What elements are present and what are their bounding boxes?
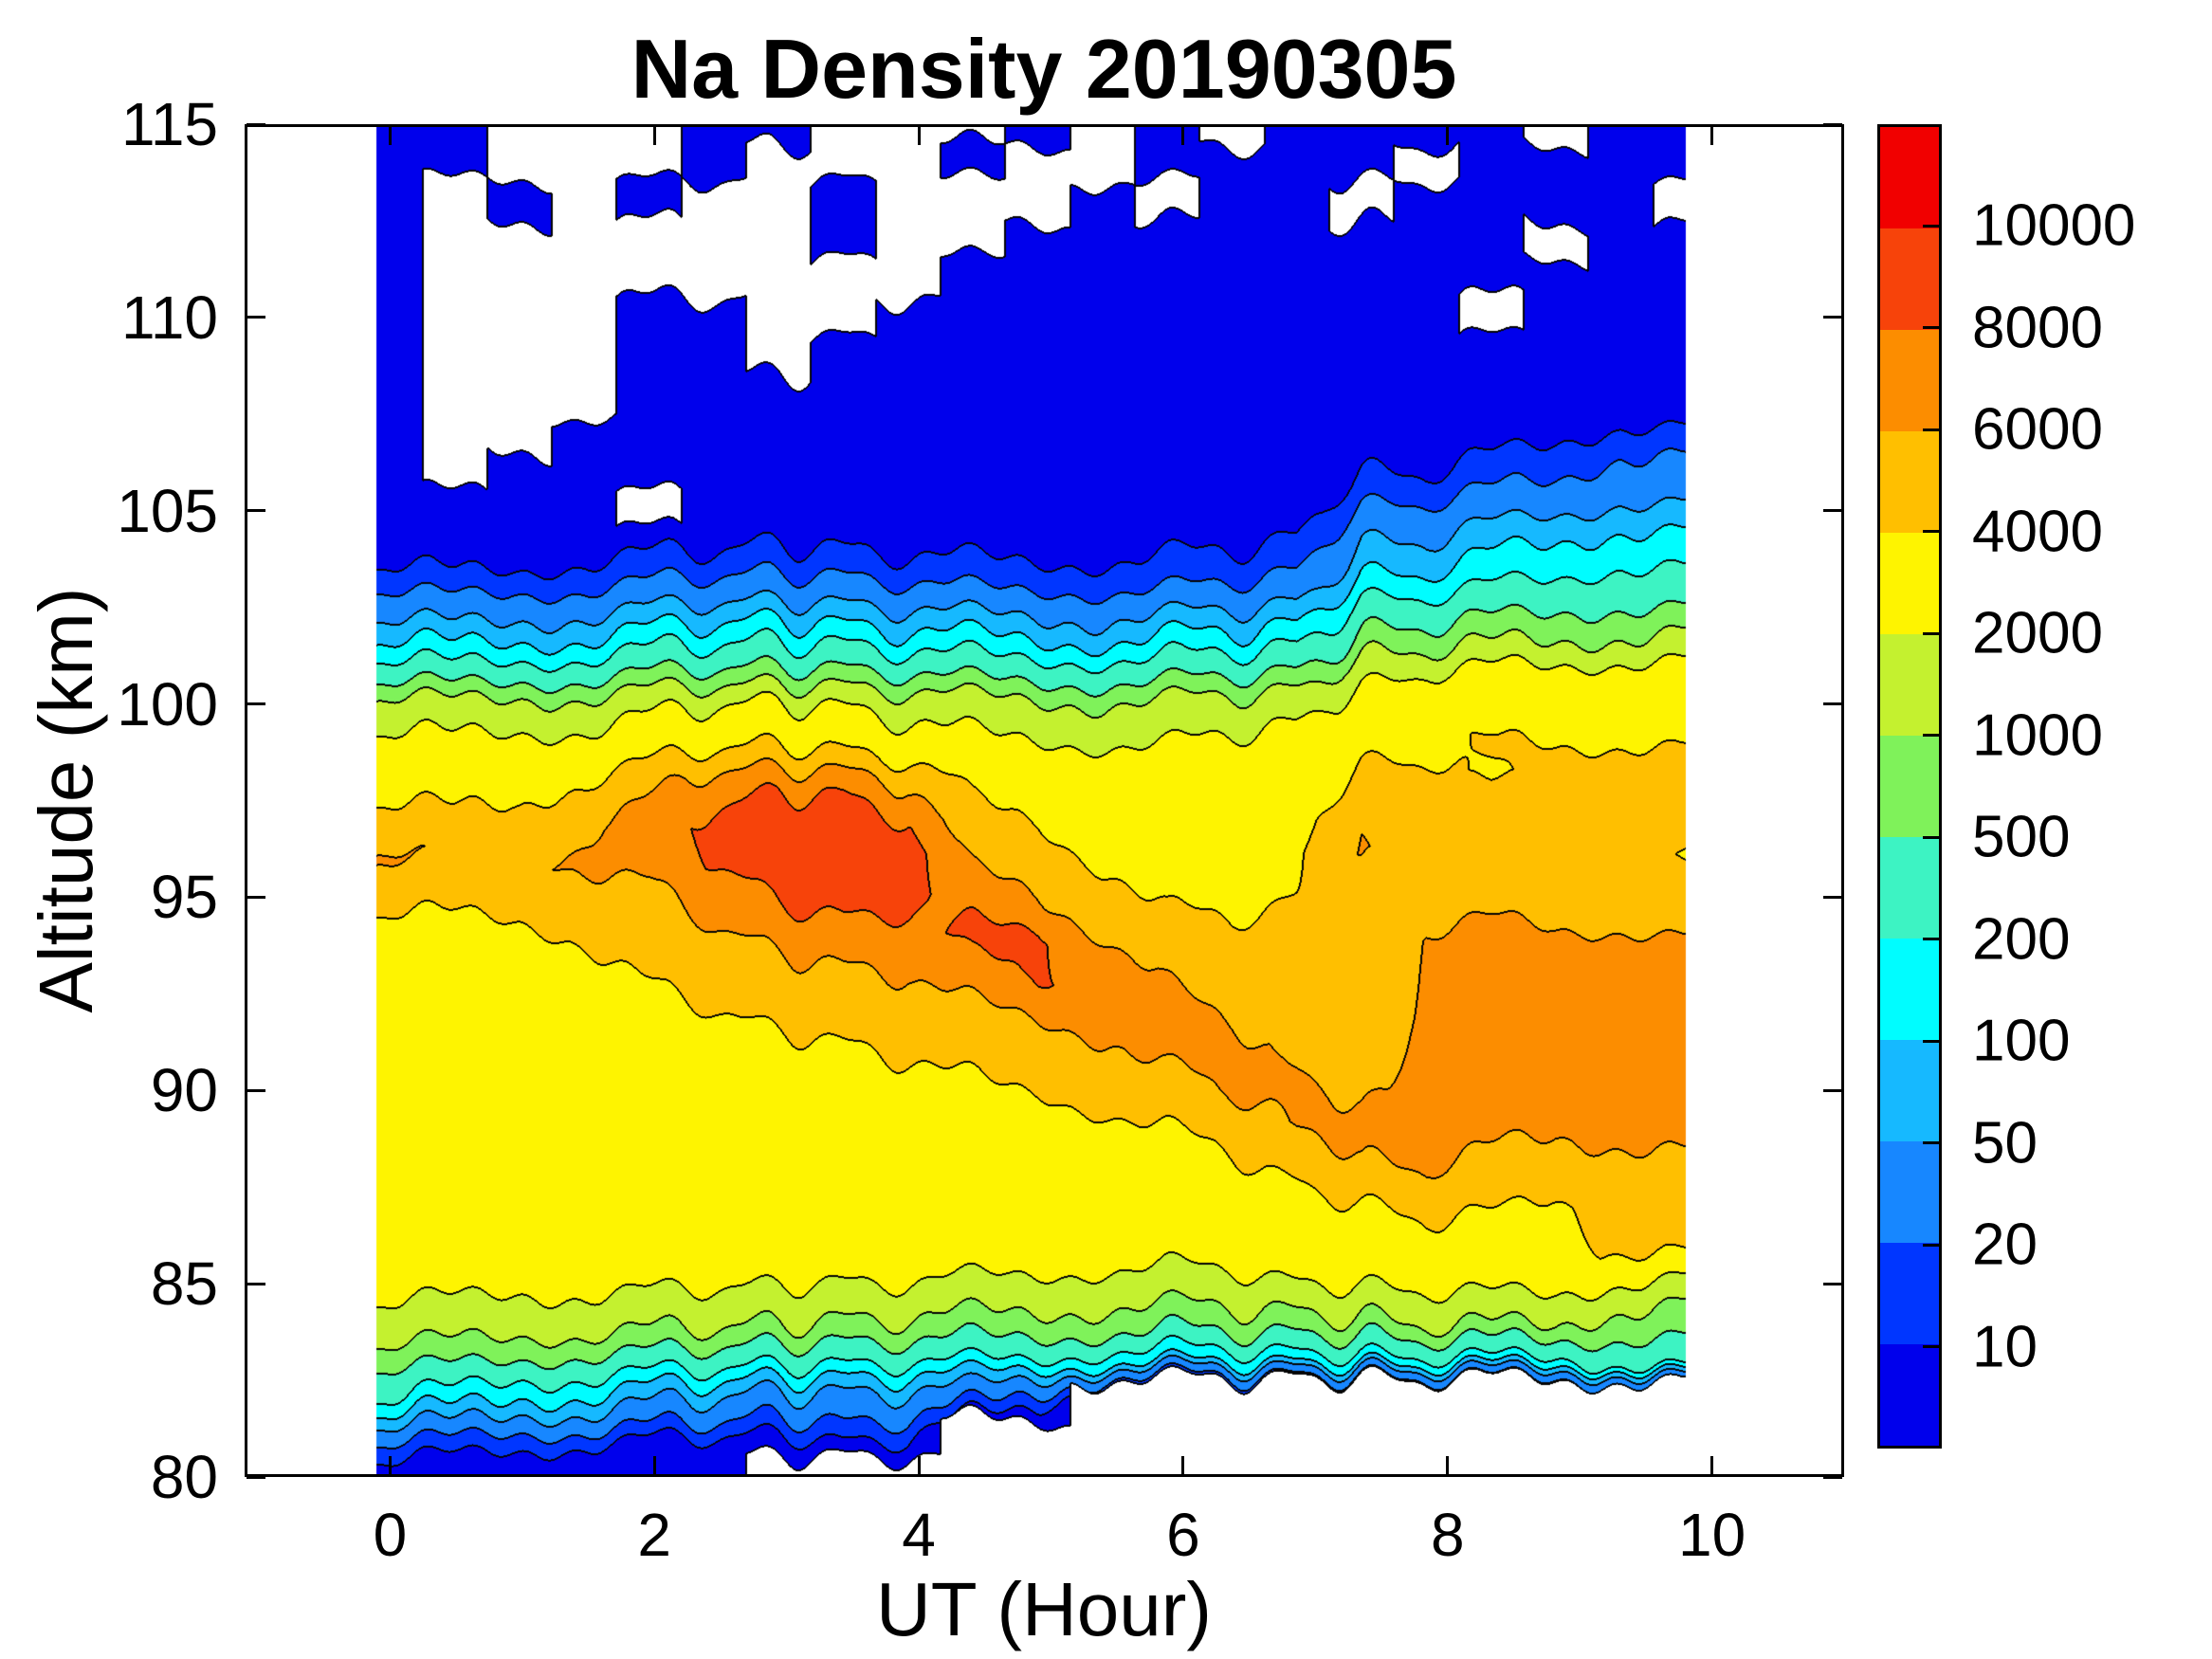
colorbar-segment	[1880, 1141, 1939, 1243]
colorbar-segment	[1880, 736, 1939, 837]
y-tick	[247, 1475, 265, 1479]
colorbar-segment	[1880, 1344, 1939, 1446]
y-tick	[247, 895, 265, 899]
colorbar-tick-label: 10000	[1972, 192, 2136, 259]
colorbar-tick	[1923, 530, 1939, 534]
x-tick	[388, 1456, 392, 1475]
y-tick-label: 90	[150, 1056, 218, 1125]
x-tick	[652, 1456, 656, 1475]
x-tick-top	[1446, 126, 1450, 145]
y-tick-right	[1823, 122, 1842, 126]
colorbar-segment	[1880, 431, 1939, 533]
y-tick-label: 95	[150, 863, 218, 932]
y-tick-label: 85	[150, 1249, 218, 1319]
x-tick-top	[388, 126, 392, 145]
y-tick	[247, 702, 265, 706]
y-axis-label: Altitude (km)	[24, 587, 108, 1013]
y-tick-right	[1823, 702, 1842, 706]
colorbar-tick-label: 500	[1972, 804, 2071, 870]
colorbar-segment	[1880, 533, 1939, 634]
x-tick	[1181, 1456, 1185, 1475]
colorbar-tick	[1923, 734, 1939, 738]
x-tick-label: 2	[637, 1501, 671, 1569]
colorbar-tick	[1923, 224, 1939, 228]
y-tick	[247, 122, 265, 126]
colorbar-tick	[1923, 938, 1939, 941]
colorbar-segment	[1880, 330, 1939, 431]
y-tick-right	[1823, 509, 1842, 513]
colorbar-tick	[1923, 835, 1939, 839]
colorbar-tick-label: 10	[1972, 1314, 2038, 1380]
colorbar-segment	[1880, 1040, 1939, 1141]
colorbar-tick-label: 1000	[1972, 702, 2103, 769]
colorbar-segment	[1880, 939, 1939, 1040]
y-tick-right	[1823, 1088, 1842, 1092]
colorbar-tick	[1923, 631, 1939, 635]
colorbar-tick	[1923, 1039, 1939, 1043]
y-tick	[247, 1282, 265, 1285]
colorbar-tick-label: 20	[1972, 1212, 2038, 1278]
colorbar-tick	[1923, 1243, 1939, 1247]
colorbar-segment	[1880, 1243, 1939, 1344]
x-tick-label: 4	[902, 1501, 936, 1569]
colorbar-segment	[1880, 634, 1939, 736]
x-tick	[1710, 1456, 1714, 1475]
x-axis-label: UT (Hour)	[875, 1567, 1213, 1651]
x-tick-top	[917, 126, 921, 145]
colorbar-tick-label: 6000	[1972, 396, 2103, 463]
y-tick-right	[1823, 1282, 1842, 1285]
x-tick-top	[1181, 126, 1185, 145]
x-tick-top	[652, 126, 656, 145]
x-tick-label: 0	[373, 1501, 408, 1569]
colorbar-tick-label: 50	[1972, 1110, 2038, 1176]
contour-plot-canvas	[245, 124, 1844, 1477]
y-tick	[247, 1088, 265, 1092]
y-tick-right	[1823, 316, 1842, 319]
y-tick-label: 105	[117, 476, 218, 545]
colorbar-segment	[1880, 127, 1939, 228]
x-tick	[1446, 1456, 1450, 1475]
x-tick-label: 6	[1166, 1501, 1200, 1569]
colorbar-tick-label: 100	[1972, 1008, 2071, 1074]
colorbar-tick	[1923, 1345, 1939, 1349]
y-tick	[247, 316, 265, 319]
colorbar-tick-label: 8000	[1972, 295, 2103, 361]
colorbar-segment	[1880, 228, 1939, 330]
colorbar-tick	[1923, 1141, 1939, 1145]
x-tick-label: 8	[1430, 1501, 1465, 1569]
x-tick-label: 10	[1677, 1501, 1746, 1569]
colorbar-tick	[1923, 326, 1939, 330]
colorbar-tick-label: 4000	[1972, 499, 2103, 565]
colorbar	[1877, 124, 1942, 1449]
y-tick	[247, 509, 265, 513]
y-tick-label: 115	[120, 90, 218, 158]
x-tick	[917, 1456, 921, 1475]
y-tick-right	[1823, 1475, 1842, 1479]
colorbar-tick-label: 2000	[1972, 600, 2103, 666]
colorbar-tick-label: 200	[1972, 906, 2071, 973]
x-tick-top	[1710, 126, 1714, 145]
y-tick-label: 80	[150, 1443, 218, 1511]
y-tick-label: 100	[117, 669, 218, 738]
chart-title: Na Density 20190305	[631, 22, 1457, 116]
y-tick-right	[1823, 895, 1842, 899]
colorbar-segment	[1880, 837, 1939, 939]
y-tick-label: 110	[120, 283, 218, 352]
colorbar-tick	[1923, 428, 1939, 431]
